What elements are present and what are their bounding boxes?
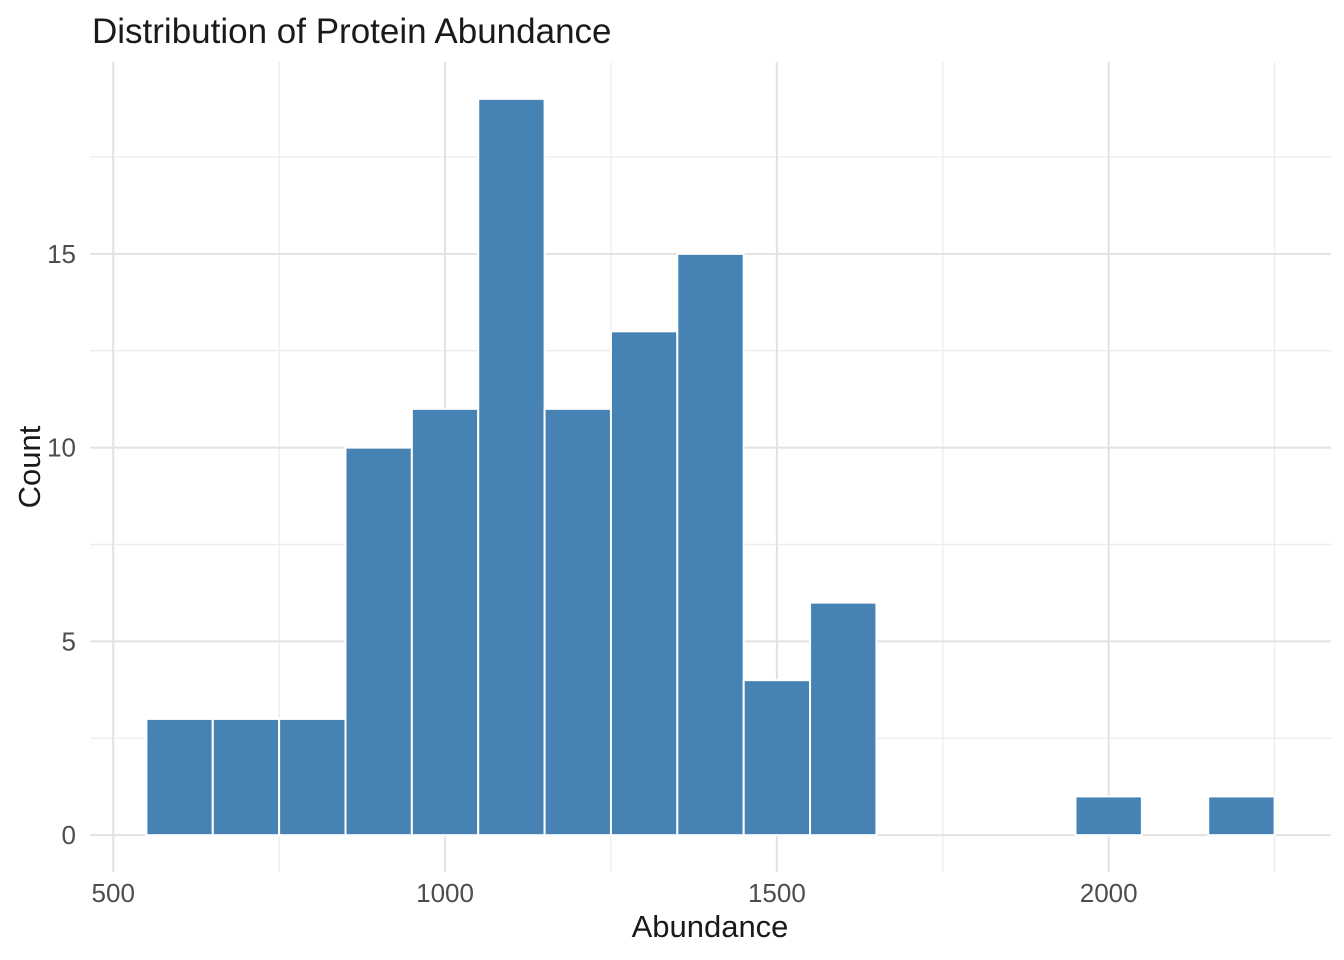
x-tick-label: 1000 <box>416 878 474 908</box>
histogram-bar <box>809 601 878 837</box>
histogram-bar <box>410 407 480 837</box>
histogram-bar <box>1074 795 1143 837</box>
axis-layer: 500 1000 1500 2000 0 5 10 15 <box>47 239 1138 908</box>
y-axis-title: Count <box>12 425 47 508</box>
chart-title: Distribution of Protein Abundance <box>92 12 612 51</box>
y-tick-label: 0 <box>62 820 76 850</box>
y-tick-label: 15 <box>47 239 76 269</box>
histogram-bar <box>344 446 413 837</box>
histogram-bar <box>477 97 546 837</box>
histogram-bar <box>742 679 812 837</box>
y-tick-label: 5 <box>62 626 76 656</box>
histogram-bar <box>609 330 679 837</box>
histogram-bar <box>676 252 745 837</box>
x-tick-label: 1500 <box>748 878 806 908</box>
histogram-bar <box>211 717 281 837</box>
x-tick-label: 500 <box>92 878 135 908</box>
bars-layer <box>145 97 1276 837</box>
histogram-bar <box>145 717 214 837</box>
x-axis-title: Abundance <box>632 909 789 944</box>
y-tick-label: 10 <box>47 433 76 463</box>
x-tick-label: 2000 <box>1080 878 1138 908</box>
histogram-bar <box>543 407 612 837</box>
histogram-bar <box>1207 795 1276 837</box>
histogram-bar <box>278 717 347 837</box>
